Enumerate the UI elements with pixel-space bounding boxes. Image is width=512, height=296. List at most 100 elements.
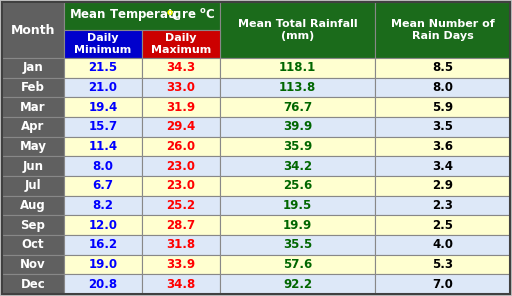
Bar: [375, 2, 510, 58]
Bar: [375, 196, 510, 215]
Text: 3.4: 3.4: [432, 160, 453, 173]
Bar: [64, 215, 142, 235]
Bar: [220, 274, 375, 294]
Bar: [2, 78, 64, 97]
Text: 35.5: 35.5: [283, 238, 312, 251]
Bar: [2, 235, 64, 255]
Text: Mean Total Rainfall
(mm): Mean Total Rainfall (mm): [238, 19, 357, 41]
Bar: [375, 235, 510, 255]
Bar: [2, 58, 64, 78]
Bar: [64, 58, 142, 78]
Text: 34.2: 34.2: [283, 160, 312, 173]
Bar: [142, 274, 220, 294]
Text: 19.9: 19.9: [283, 219, 312, 232]
Bar: [64, 274, 142, 294]
Text: 33.0: 33.0: [166, 81, 196, 94]
Text: 4.0: 4.0: [432, 238, 453, 251]
Bar: [220, 78, 375, 97]
Bar: [64, 196, 142, 215]
Text: Jan: Jan: [23, 61, 44, 74]
Text: 35.9: 35.9: [283, 140, 312, 153]
Bar: [64, 255, 142, 274]
Text: Apr: Apr: [22, 120, 45, 133]
Text: 23.0: 23.0: [166, 160, 196, 173]
Text: Daily
Minimum: Daily Minimum: [74, 33, 132, 55]
Bar: [142, 215, 220, 235]
Text: May: May: [19, 140, 47, 153]
Bar: [220, 176, 375, 196]
Bar: [142, 117, 220, 137]
Text: 76.7: 76.7: [283, 101, 312, 114]
Text: 19.0: 19.0: [89, 258, 118, 271]
Bar: [220, 196, 375, 215]
Text: 16.2: 16.2: [89, 238, 118, 251]
Text: 21.5: 21.5: [89, 61, 118, 74]
Bar: [64, 2, 220, 30]
Bar: [220, 235, 375, 255]
Text: 25.6: 25.6: [283, 179, 312, 192]
Bar: [375, 274, 510, 294]
Bar: [220, 97, 375, 117]
Bar: [142, 137, 220, 156]
Text: 39.9: 39.9: [283, 120, 312, 133]
Text: Aug: Aug: [20, 199, 46, 212]
Bar: [220, 215, 375, 235]
Bar: [375, 117, 510, 137]
Bar: [375, 97, 510, 117]
Text: 19.4: 19.4: [89, 101, 118, 114]
Bar: [375, 58, 510, 78]
Bar: [2, 2, 64, 58]
Text: Oct: Oct: [22, 238, 45, 251]
Text: 57.6: 57.6: [283, 258, 312, 271]
Text: 8.0: 8.0: [93, 160, 114, 173]
Text: 31.9: 31.9: [166, 101, 196, 114]
Text: 8.0: 8.0: [432, 81, 453, 94]
Text: 26.0: 26.0: [166, 140, 196, 153]
Bar: [64, 30, 142, 58]
Bar: [142, 97, 220, 117]
Bar: [142, 176, 220, 196]
Text: C: C: [171, 9, 180, 22]
Bar: [64, 137, 142, 156]
Text: Dec: Dec: [20, 278, 46, 291]
Text: 25.2: 25.2: [166, 199, 196, 212]
Text: Mean Temperature $\mathregular{^oC}$: Mean Temperature $\mathregular{^oC}$: [69, 7, 215, 25]
Bar: [2, 196, 64, 215]
Text: 20.8: 20.8: [89, 278, 118, 291]
Text: Feb: Feb: [21, 81, 45, 94]
Text: 19.5: 19.5: [283, 199, 312, 212]
Text: 2.3: 2.3: [432, 199, 453, 212]
Text: 21.0: 21.0: [89, 81, 117, 94]
Bar: [142, 78, 220, 97]
Text: 15.7: 15.7: [89, 120, 118, 133]
Text: 2.9: 2.9: [432, 179, 453, 192]
Text: 113.8: 113.8: [279, 81, 316, 94]
Text: 11.4: 11.4: [89, 140, 118, 153]
Bar: [220, 156, 375, 176]
Bar: [142, 255, 220, 274]
Bar: [2, 176, 64, 196]
Text: Nov: Nov: [20, 258, 46, 271]
Text: Month: Month: [11, 23, 55, 36]
Bar: [64, 235, 142, 255]
Bar: [64, 78, 142, 97]
Bar: [375, 215, 510, 235]
Bar: [375, 156, 510, 176]
Bar: [2, 117, 64, 137]
Text: 5.3: 5.3: [432, 258, 453, 271]
Bar: [220, 58, 375, 78]
Bar: [375, 137, 510, 156]
Text: 2.5: 2.5: [432, 219, 453, 232]
Text: 118.1: 118.1: [279, 61, 316, 74]
Bar: [142, 156, 220, 176]
Text: 3.5: 3.5: [432, 120, 453, 133]
Text: Mar: Mar: [20, 101, 46, 114]
Bar: [2, 137, 64, 156]
Bar: [142, 58, 220, 78]
Text: 8.5: 8.5: [432, 61, 453, 74]
Text: 34.3: 34.3: [166, 61, 196, 74]
Bar: [142, 30, 220, 58]
Text: Mean Number of
Rain Days: Mean Number of Rain Days: [391, 19, 495, 41]
Bar: [2, 156, 64, 176]
Text: 12.0: 12.0: [89, 219, 117, 232]
